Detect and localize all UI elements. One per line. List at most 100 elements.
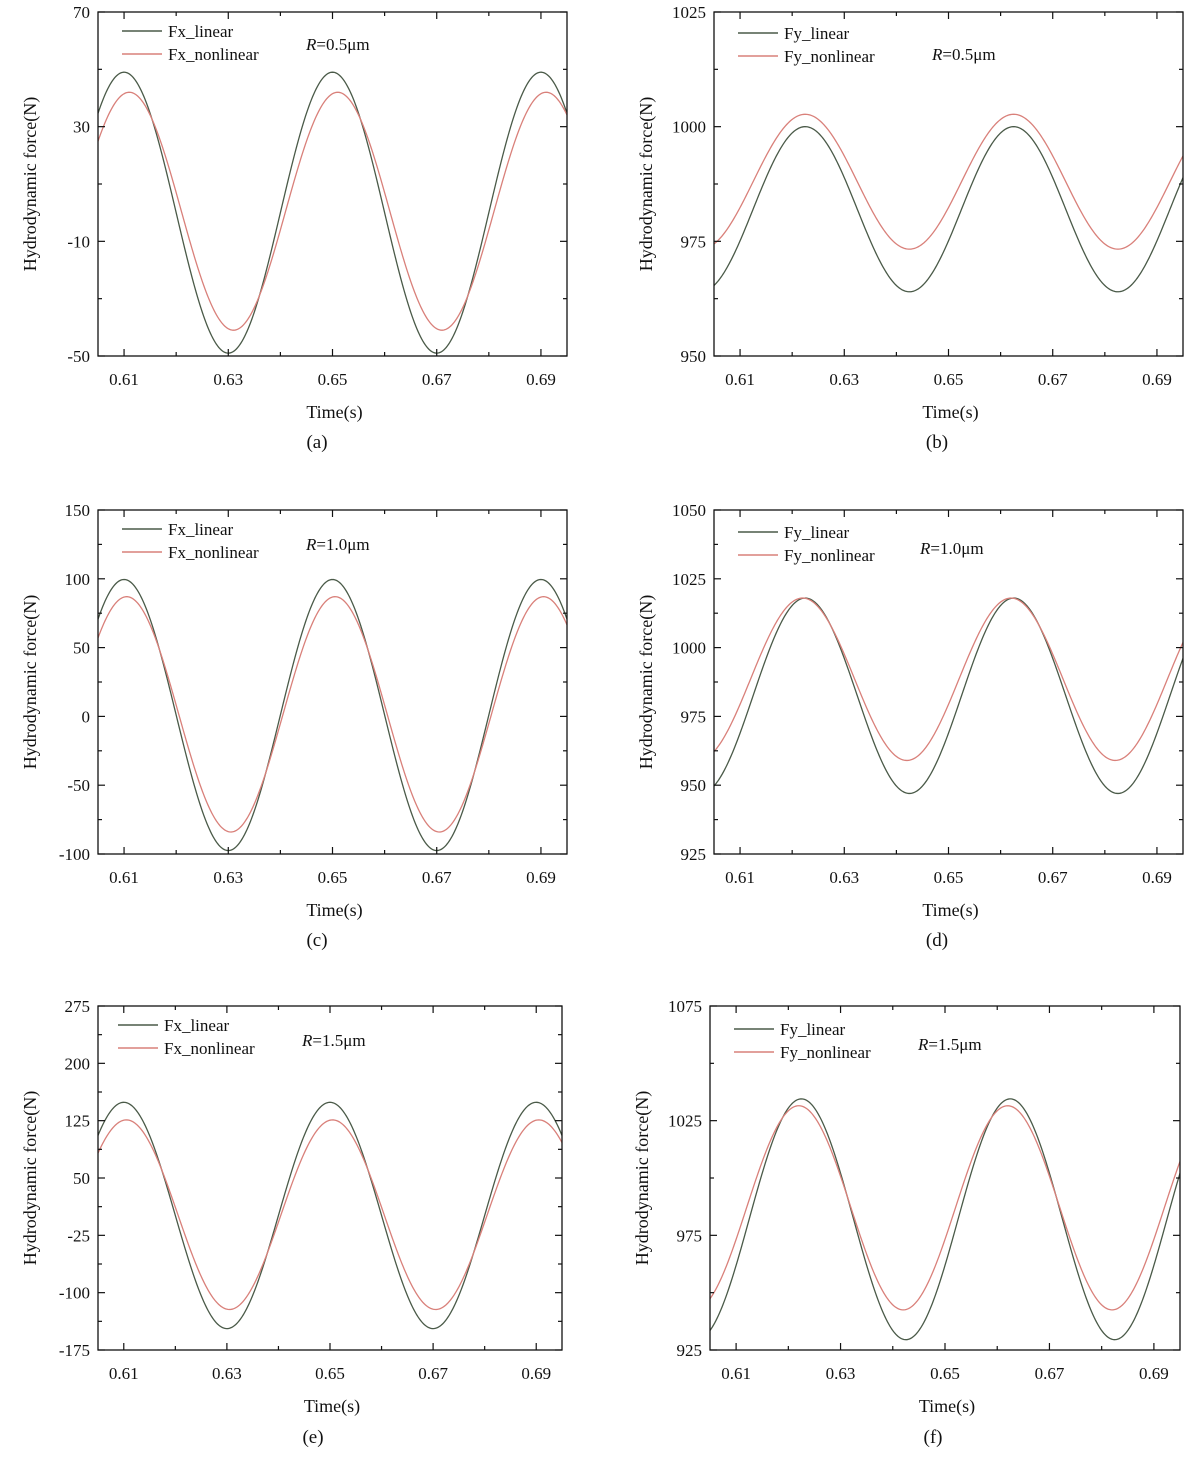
y-tick-label: 70 — [73, 3, 90, 22]
y-tick-label: -100 — [59, 1284, 90, 1303]
series-line-nonlinear — [98, 596, 567, 833]
legend-entry: Fx_linear — [168, 520, 233, 539]
x-tick-label: 0.67 — [422, 370, 452, 389]
y-axis-label: Hydrodynamic force(N) — [20, 97, 41, 271]
legend-entry: Fx_linear — [168, 22, 233, 41]
series-line-nonlinear — [710, 1105, 1180, 1311]
chart-panel: 0.61 0.63 0.65 0.67 0.69 925 950 975 1000 1025 105… — [636, 501, 1184, 951]
y-axis-label: Hydrodynamic force(N) — [636, 595, 657, 769]
y-tick-label: 200 — [65, 1054, 91, 1073]
x-tick-label: 0.69 — [526, 370, 556, 389]
y-tick-label: 1025 — [672, 3, 706, 22]
panel-caption: (a) — [306, 432, 327, 453]
y-tick-label: 100 — [65, 570, 91, 589]
y-tick-label: -10 — [67, 232, 90, 251]
annotation-value: =1.5μm — [312, 1031, 365, 1050]
x-tick-label: 0.65 — [318, 868, 348, 887]
series-line-nonlinear — [714, 113, 1183, 250]
x-tick-label: 0.61 — [109, 868, 139, 887]
chart-panel: 0.61 0.63 0.65 0.67 0.69 -100 -50 0 50 100 150 Time… — [20, 501, 568, 951]
annotation-value: =0.5μm — [942, 45, 995, 64]
panel-caption: (f) — [924, 1427, 943, 1448]
annotation-value: =0.5μm — [316, 35, 369, 54]
annotation-variable: R — [919, 539, 931, 558]
y-tick-label: 925 — [681, 845, 707, 864]
legend-entry: Fx_nonlinear — [168, 45, 259, 64]
y-tick-label: 1025 — [668, 1112, 702, 1131]
radius-annotation: R=1.0μm — [305, 535, 370, 554]
y-tick-label: 1050 — [672, 501, 706, 520]
y-tick-label: 30 — [73, 118, 90, 137]
x-tick-label: 0.61 — [109, 1364, 139, 1383]
y-tick-label: -100 — [59, 845, 90, 864]
x-tick-label: 0.69 — [1142, 370, 1172, 389]
chart-panel: 0.61 0.63 0.65 0.67 0.69 -175 -100 -25 50 125 200 2… — [20, 997, 563, 1448]
y-axis-label: Hydrodynamic force(N) — [636, 97, 657, 271]
y-axis-label: Hydrodynamic force(N) — [632, 1091, 653, 1265]
x-axis-label: Time(s) — [306, 900, 362, 921]
y-tick-label: 50 — [73, 1169, 90, 1188]
x-tick-label: 0.67 — [1038, 868, 1068, 887]
y-tick-label: 1000 — [672, 118, 706, 137]
x-tick-label: 0.67 — [418, 1364, 448, 1383]
x-tick-label: 0.67 — [1038, 370, 1068, 389]
series-line-nonlinear — [714, 597, 1183, 762]
y-tick-label: 950 — [681, 347, 707, 366]
annotation-value: =1.0μm — [930, 539, 983, 558]
x-tick-label: 0.67 — [422, 868, 452, 887]
legend: Fx_linear Fx_nonlinear — [118, 1016, 255, 1058]
x-tick-label: 0.61 — [725, 868, 755, 887]
legend: Fy_linear Fy_nonlinear — [738, 24, 875, 66]
legend-entry: Fy_linear — [784, 523, 849, 542]
x-tick-label: 0.67 — [1035, 1364, 1065, 1383]
x-tick-label: 0.65 — [315, 1364, 345, 1383]
y-tick-label: 125 — [65, 1112, 91, 1131]
y-tick-label: 975 — [681, 707, 707, 726]
y-tick-label: 0 — [82, 707, 91, 726]
chart-panel: 0.61 0.63 0.65 0.67 0.69 -50 -10 30 70 Time(s) Hyd… — [20, 3, 568, 453]
legend: Fx_linear Fx_nonlinear — [122, 520, 259, 562]
annotation-variable: R — [301, 1031, 313, 1050]
series-line-linear — [98, 1101, 562, 1330]
panel-caption: (d) — [926, 930, 948, 951]
legend-entry: Fx_nonlinear — [164, 1039, 255, 1058]
legend: Fy_linear Fy_nonlinear — [738, 523, 875, 565]
y-tick-label: 1025 — [672, 570, 706, 589]
x-axis-label: Time(s) — [922, 900, 978, 921]
x-tick-label: 0.63 — [212, 1364, 242, 1383]
series-line-linear — [714, 597, 1183, 795]
series-line-linear — [98, 71, 567, 354]
y-tick-label: -50 — [67, 776, 90, 795]
x-axis-label: Time(s) — [919, 1396, 975, 1417]
annotation-variable: R — [305, 35, 317, 54]
legend-entry: Fy_linear — [780, 1020, 845, 1039]
y-axis-label: Hydrodynamic force(N) — [20, 1091, 41, 1265]
y-axis-label: Hydrodynamic force(N) — [20, 595, 41, 769]
series-line-linear — [710, 1098, 1180, 1341]
y-tick-label: -50 — [67, 347, 90, 366]
chart-panel: 0.61 0.63 0.65 0.67 0.69 925 975 1025 1075 Time(s… — [632, 997, 1181, 1448]
chart-panel: 0.61 0.63 0.65 0.67 0.69 950 975 1000 1025 Time(s… — [636, 3, 1184, 453]
y-tick-label: -25 — [67, 1226, 90, 1245]
y-tick-label: 50 — [73, 639, 90, 658]
series-line-linear — [98, 578, 567, 852]
x-tick-label: 0.65 — [930, 1364, 960, 1383]
y-tick-label: 150 — [65, 501, 91, 520]
annotation-value: =1.5μm — [928, 1035, 981, 1054]
x-tick-label: 0.65 — [934, 868, 964, 887]
x-tick-label: 0.65 — [318, 370, 348, 389]
radius-annotation: R=1.0μm — [919, 539, 984, 558]
legend: Fx_linear Fx_nonlinear — [122, 22, 259, 64]
x-tick-label: 0.69 — [1139, 1364, 1169, 1383]
legend-entry: Fy_nonlinear — [780, 1043, 871, 1062]
radius-annotation: R=0.5μm — [305, 35, 370, 54]
annotation-variable: R — [917, 1035, 929, 1054]
x-tick-label: 0.69 — [1142, 868, 1172, 887]
radius-annotation: R=1.5μm — [301, 1031, 366, 1050]
legend-entry: Fx_nonlinear — [168, 543, 259, 562]
panel-caption: (b) — [926, 432, 948, 453]
series-line-linear — [714, 126, 1183, 293]
x-tick-label: 0.63 — [826, 1364, 856, 1383]
y-tick-label: 925 — [677, 1341, 703, 1360]
x-axis-label: Time(s) — [306, 402, 362, 423]
